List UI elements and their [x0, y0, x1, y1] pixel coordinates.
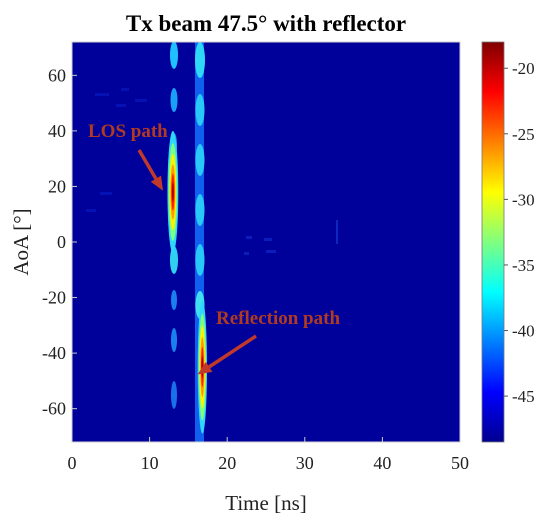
- y-tick-label: 60: [48, 65, 66, 85]
- y-tick-label: -40: [42, 343, 66, 363]
- x-tick-label: 20: [218, 453, 236, 473]
- peak-0-contour: [171, 182, 174, 202]
- x-tick-label: 40: [373, 453, 391, 473]
- reflection-delay-streak: [195, 42, 205, 442]
- colorbar: -20 -25 -30 -35 -40 -45: [481, 41, 535, 443]
- x-tick-label: 0: [68, 453, 77, 473]
- colorbar-ticks: -20 -25 -30 -35 -40 -45: [504, 59, 535, 406]
- y-tick-label: -20: [42, 288, 66, 308]
- annotation-label: Reflection path: [216, 308, 340, 329]
- annotations: LOS path Reflection path: [88, 121, 340, 375]
- colorbar-tick-label: -45: [512, 387, 535, 406]
- x-axis-ticks: 0 10 20 30 40 50: [68, 437, 469, 473]
- sidelobe-texture: [86, 88, 338, 255]
- colorbar-gradient: [481, 41, 505, 443]
- colorbar-tick-label: -35: [512, 256, 535, 275]
- x-tick-label: 30: [296, 453, 314, 473]
- annotation-label: LOS path: [88, 121, 168, 142]
- annotation-arrow-head: [150, 175, 163, 191]
- peak-layer: [167, 130, 208, 434]
- los-delay-streak: [170, 42, 178, 409]
- x-tick-label: 10: [141, 453, 159, 473]
- colorbar-tick-label: -40: [512, 322, 535, 341]
- annotation-arrow-head: [197, 361, 213, 375]
- chart-title: Tx beam 47.5° with reflector: [126, 11, 406, 36]
- y-axis-ticks: 60 40 20 0 -20 -40 -60: [42, 65, 77, 419]
- colorbar-tick-label: -25: [512, 125, 535, 144]
- x-tick-label: 50: [451, 453, 469, 473]
- y-tick-label: 40: [48, 121, 66, 141]
- annotation-arrow-line: [137, 149, 158, 180]
- plot-area: [72, 42, 460, 442]
- colorbar-tick-label: -20: [512, 59, 535, 78]
- y-tick-label: -60: [42, 399, 66, 419]
- y-axis-label: AoA [°]: [9, 208, 33, 275]
- y-tick-label: 0: [57, 232, 66, 252]
- colorbar-tick-label: -30: [512, 190, 535, 209]
- annotation-arrow-line: [208, 334, 257, 369]
- y-tick-label: 20: [48, 176, 66, 196]
- x-axis-label: Time [ns]: [225, 491, 307, 515]
- heatmap-background: [72, 42, 460, 442]
